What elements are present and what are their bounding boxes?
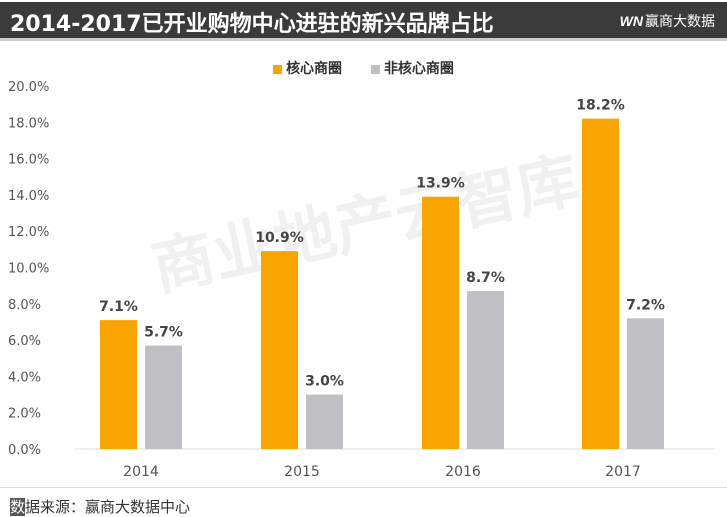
data-label: 5.7% <box>144 325 183 341</box>
logo-text: 赢商大数据 <box>645 14 715 30</box>
x-tick-label: 2017 <box>605 464 641 480</box>
y-tick-label: 10.0% <box>8 262 49 277</box>
bar-core-2015 <box>261 251 298 449</box>
data-label: 7.2% <box>626 297 665 313</box>
bar-noncore-2016 <box>467 291 504 449</box>
data-label: 10.9% <box>255 230 304 246</box>
source-note: 数据来源：赢商大数据中心 <box>10 498 191 516</box>
bar-core-2017 <box>582 118 619 450</box>
bar-core-2014 <box>100 320 137 449</box>
y-tick-label: 14.0% <box>8 189 49 204</box>
y-tick-label: 16.0% <box>8 153 49 168</box>
bar-core-2016 <box>422 196 459 449</box>
bar-noncore-2015 <box>306 394 343 449</box>
data-label: 7.1% <box>99 299 138 315</box>
y-tick-label: 20.0% <box>8 80 49 95</box>
data-label: 8.7% <box>466 270 505 286</box>
y-tick-label: 12.0% <box>8 225 49 240</box>
data-label: 18.2% <box>576 98 625 114</box>
chart-title: 2014-2017已开业购物中心进驻的新兴品牌占比 <box>10 12 494 37</box>
x-tick-label: 2015 <box>284 464 320 480</box>
y-tick-label: 18.0% <box>8 116 49 131</box>
data-label: 13.9% <box>416 176 465 192</box>
y-tick-label: 4.0% <box>8 370 41 385</box>
data-label: 3.0% <box>305 374 344 390</box>
watermark: 商业地产云智库 <box>146 143 586 305</box>
logo: WN 赢商大数据 <box>620 11 715 31</box>
y-tick-label: 0.0% <box>8 443 41 458</box>
legend-label-noncore: 非核心商圈 <box>383 61 454 77</box>
logo-mark: WN <box>619 13 643 29</box>
legend-item-noncore: 非核心商圈 <box>370 61 454 77</box>
footer-divider <box>0 487 727 488</box>
y-tick-label: 6.0% <box>8 334 41 349</box>
y-tick-label: 8.0% <box>8 298 41 313</box>
title-bar: 2014-2017已开业购物中心进驻的新兴品牌占比 WN 赢商大数据 <box>0 2 727 41</box>
x-tick-label: 2014 <box>123 464 159 480</box>
legend-swatch-noncore <box>370 64 380 74</box>
legend-swatch-core <box>273 64 283 74</box>
legend-item-core: 核心商圈 <box>273 61 342 77</box>
y-tick-label: 2.0% <box>8 407 41 422</box>
legend-label-core: 核心商圈 <box>286 61 343 77</box>
x-tick-label: 2016 <box>445 464 481 480</box>
legend: 核心商圈 非核心商圈 <box>0 58 727 78</box>
bar-noncore-2017 <box>627 318 664 449</box>
bar-noncore-2014 <box>145 345 182 449</box>
